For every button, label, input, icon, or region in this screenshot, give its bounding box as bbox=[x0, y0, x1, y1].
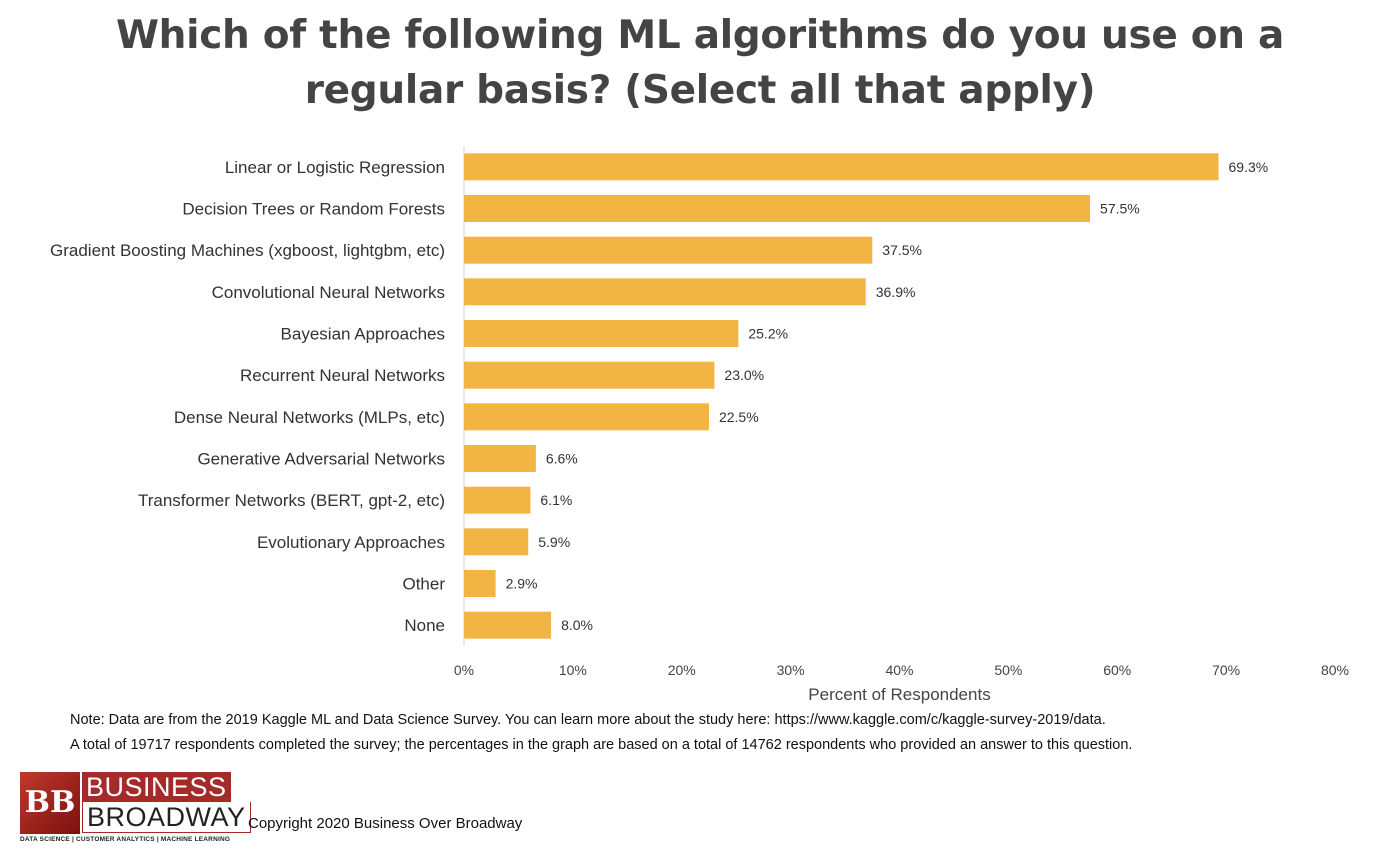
x-axis-title: Percent of Respondents bbox=[808, 685, 990, 704]
category-label: Convolutional Neural Networks bbox=[212, 283, 445, 302]
bar bbox=[464, 403, 709, 431]
data-label: 6.1% bbox=[540, 492, 572, 508]
copyright-text: Copyright 2020 Business Over Broadway bbox=[248, 815, 523, 832]
category-label: Evolutionary Approaches bbox=[257, 533, 445, 552]
data-label: 5.9% bbox=[538, 534, 570, 550]
category-label: Generative Adversarial Networks bbox=[197, 450, 445, 469]
category-label: Bayesian Approaches bbox=[281, 325, 445, 344]
data-label: 25.2% bbox=[748, 326, 788, 342]
bar bbox=[464, 153, 1219, 181]
logo-text-broadway: BROADWAY bbox=[82, 802, 251, 833]
x-tick-label: 40% bbox=[885, 662, 913, 678]
data-label: 23.0% bbox=[724, 367, 764, 383]
bar bbox=[464, 486, 531, 514]
category-label: Gradient Boosting Machines (xgboost, lig… bbox=[50, 241, 445, 260]
category-label: Linear or Logistic Regression bbox=[225, 158, 445, 177]
bar bbox=[464, 320, 739, 347]
logo-mark: BB bbox=[20, 772, 80, 834]
data-label: 57.5% bbox=[1100, 201, 1140, 217]
bar bbox=[464, 361, 715, 389]
business-broadway-logo: BB BUSINESS BROADWAY DATA SCIENCE | CUST… bbox=[20, 770, 251, 846]
footnote-line-1: Note: Data are from the 2019 Kaggle ML a… bbox=[70, 712, 1106, 728]
x-tick-label: 80% bbox=[1321, 662, 1349, 678]
data-label: 69.3% bbox=[1229, 159, 1269, 175]
x-tick-label: 10% bbox=[559, 662, 587, 678]
data-label: 22.5% bbox=[719, 409, 759, 425]
x-tick-label: 0% bbox=[454, 662, 474, 678]
footnote-line-2: A total of 19717 respondents completed t… bbox=[70, 737, 1133, 753]
x-tick-label: 20% bbox=[668, 662, 696, 678]
data-label: 6.6% bbox=[546, 451, 578, 467]
category-label: Dense Neural Networks (MLPs, etc) bbox=[174, 408, 445, 427]
logo-tagline: DATA SCIENCE | CUSTOMER ANALYTICS | MACH… bbox=[20, 836, 231, 843]
data-label: 8.0% bbox=[561, 617, 593, 633]
category-label: None bbox=[404, 616, 445, 635]
bar bbox=[464, 278, 866, 306]
category-label: Recurrent Neural Networks bbox=[240, 366, 445, 385]
footnote: Note: Data are from the 2019 Kaggle ML a… bbox=[70, 708, 1390, 758]
bar bbox=[464, 236, 873, 264]
x-tick-label: 70% bbox=[1212, 662, 1240, 678]
chart-title: Which of the following ML algorithms do … bbox=[115, 13, 1285, 113]
data-label: 37.5% bbox=[882, 242, 922, 258]
x-tick-label: 50% bbox=[994, 662, 1022, 678]
category-label: Other bbox=[402, 575, 445, 594]
data-label: 36.9% bbox=[876, 284, 916, 300]
bar-chart: Linear or Logistic Regression 69.3% Decisi… bbox=[50, 146, 1349, 704]
x-tick-label: 60% bbox=[1103, 662, 1131, 678]
bar bbox=[464, 611, 552, 639]
bar bbox=[464, 195, 1091, 222]
logo-text-business: BUSINESS bbox=[82, 772, 231, 802]
bar bbox=[464, 528, 529, 556]
bar bbox=[464, 570, 496, 597]
category-label: Transformer Networks (BERT, gpt-2, etc) bbox=[138, 491, 445, 510]
x-tick-label: 30% bbox=[777, 662, 805, 678]
bar bbox=[464, 445, 536, 472]
category-label: Decision Trees or Random Forests bbox=[182, 200, 445, 219]
data-label: 2.9% bbox=[506, 576, 538, 592]
